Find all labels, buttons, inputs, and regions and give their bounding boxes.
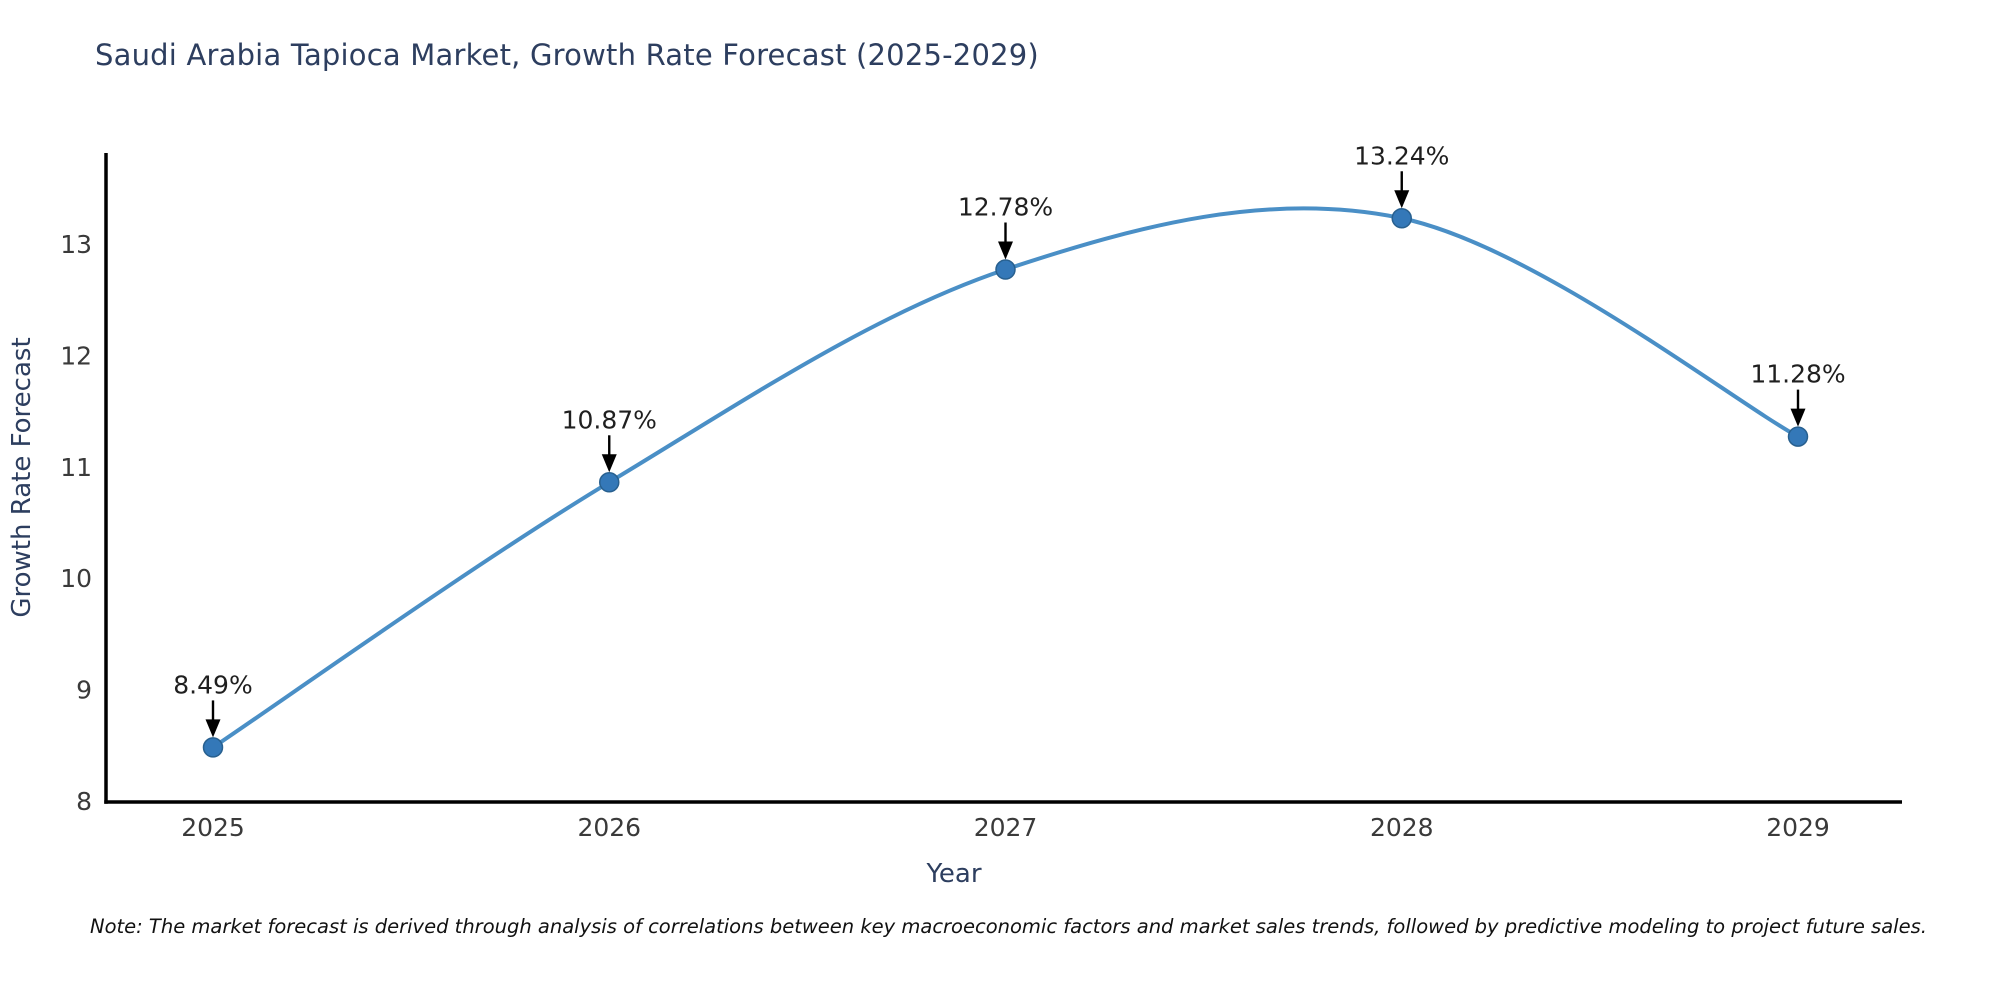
y-tick-label: 13 (60, 230, 92, 259)
annotation-arrow-head (601, 454, 617, 473)
chart-footnote: Note: The market forecast is derived thr… (90, 915, 1927, 938)
data-point-marker (1391, 208, 1412, 229)
y-tick-label: 8 (76, 787, 92, 816)
growth-rate-line-chart: 8 9 10 11 12 13 2025 2026 2027 2028 2029 Year Growth… (7, 141, 1902, 889)
y-axis-title: Growth Rate Forecast (7, 337, 37, 617)
annotation-arrow-head (998, 241, 1013, 260)
data-point-marker (995, 259, 1016, 280)
annotation-arrow-head (1394, 190, 1410, 209)
x-tick-label: 2025 (181, 813, 245, 842)
data-point-label: 8.49% (173, 670, 252, 699)
data-point-marker (1787, 426, 1809, 447)
y-tick-label: 10 (60, 564, 92, 593)
data-point-label: 13.24% (1354, 141, 1449, 170)
annotation-arrow-head (205, 719, 221, 738)
annotation-arrow-head (1790, 408, 1806, 427)
x-tick-label: 2029 (1766, 813, 1830, 842)
x-tick-label: 2028 (1370, 813, 1434, 842)
x-tick-label: 2026 (577, 813, 641, 842)
series-line (211, 206, 1800, 750)
data-point-marker (202, 737, 224, 758)
data-point-label: 12.78% (958, 193, 1053, 222)
data-point-label: 10.87% (562, 405, 657, 434)
data-point-label: 11.28% (1750, 360, 1845, 389)
x-axis-title: Year (925, 859, 981, 889)
y-tick-label: 9 (76, 676, 92, 705)
y-tick-label: 12 (60, 341, 92, 370)
chart-title: Saudi Arabia Tapioca Market, Growth Rate… (95, 38, 1039, 72)
x-tick-label: 2027 (974, 813, 1038, 842)
data-point-marker (599, 472, 620, 493)
y-tick-label: 11 (60, 453, 92, 482)
